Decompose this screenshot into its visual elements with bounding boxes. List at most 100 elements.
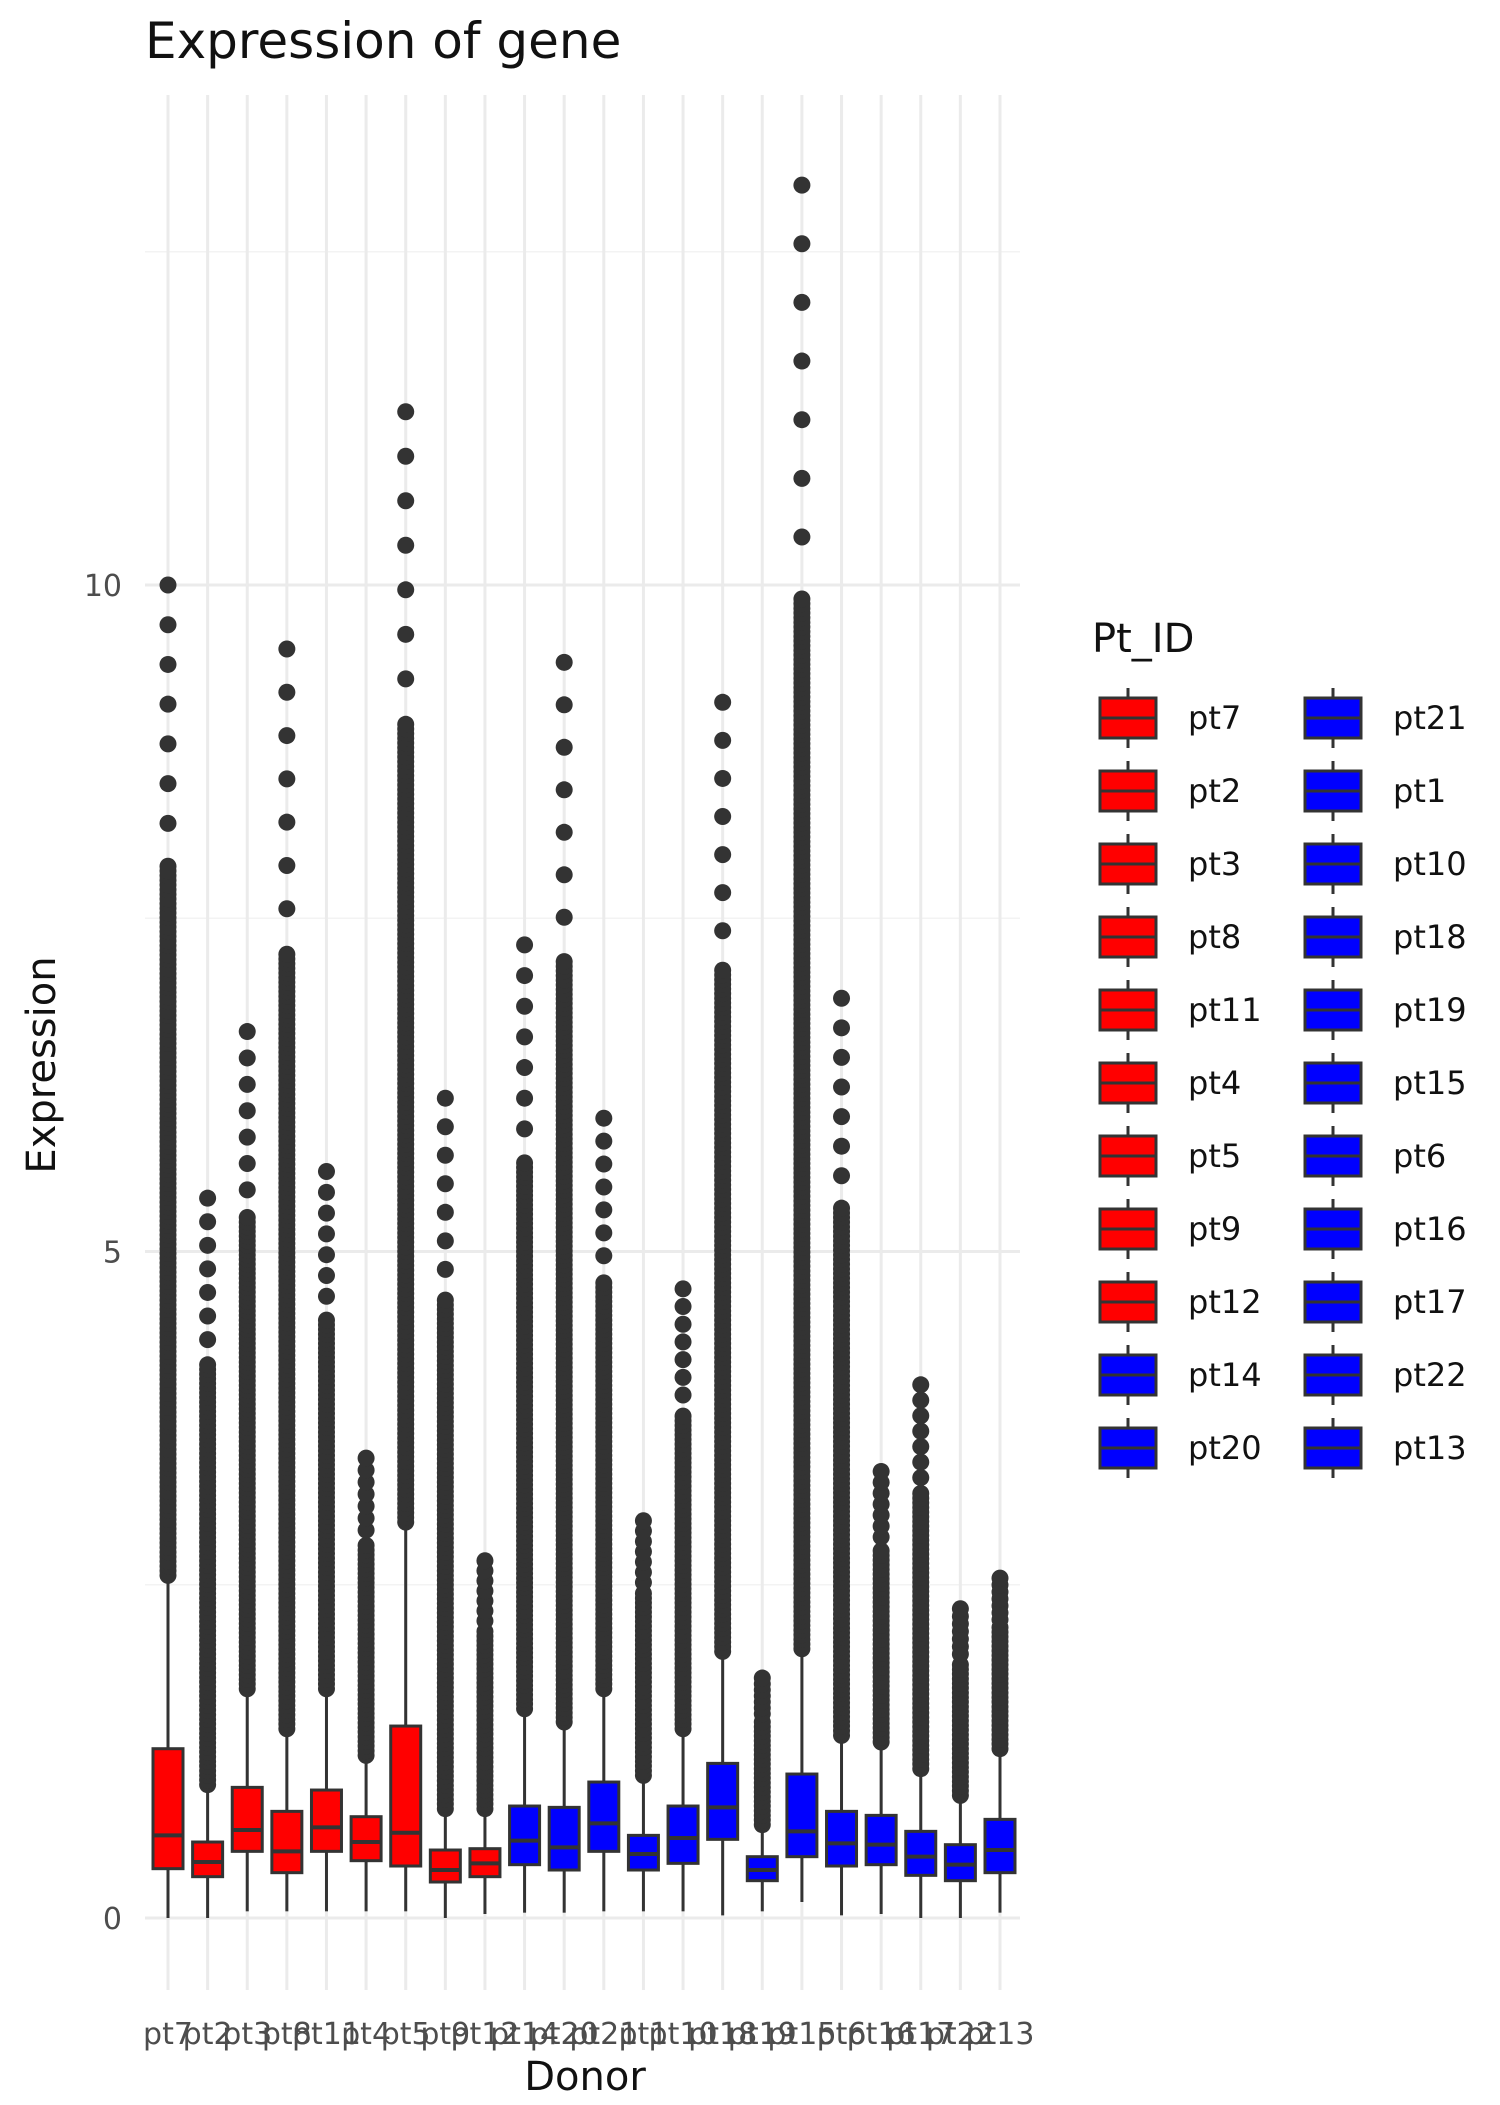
outlier-point [278, 683, 296, 701]
outlier-point [555, 823, 573, 841]
outlier-point [912, 1422, 930, 1440]
outlier-point [912, 1469, 930, 1487]
outlier-point [555, 908, 573, 926]
legend: Pt_ID pt7pt2pt3pt8pt11pt4pt5pt9pt12pt14p… [1092, 616, 1467, 1478]
outlier-point [199, 1213, 217, 1231]
legend-item-pt3: pt3 [1098, 834, 1241, 894]
outlier-point [793, 352, 811, 370]
box-pt10 [666, 1280, 700, 1912]
outlier-point [436, 1232, 454, 1250]
outlier-point [912, 1453, 930, 1471]
legend-item-pt17: pt17 [1303, 1272, 1467, 1332]
y-tick-label: 5 [103, 1236, 122, 1271]
box-body [666, 1804, 700, 1865]
box-body [983, 1817, 1017, 1875]
outlier-point [793, 235, 811, 253]
legend-item-pt7: pt7 [1098, 688, 1241, 748]
box-pt2 [191, 1189, 225, 1918]
outlier-point [238, 1181, 256, 1199]
outlier-point [595, 1132, 613, 1150]
legend-item-pt21: pt21 [1303, 688, 1467, 748]
outlier-point [793, 176, 811, 194]
box-pt19 [745, 1669, 779, 1912]
x-tick-label: pt14 [490, 2017, 559, 2052]
outlier-point [278, 770, 296, 788]
legend-item-pt20: pt20 [1098, 1418, 1262, 1478]
legend-item-pt15: pt15 [1303, 1053, 1467, 1113]
box-body [230, 1785, 264, 1853]
outlier-point [714, 884, 732, 902]
outlier-point [674, 1333, 692, 1351]
legend-label: pt17 [1393, 1283, 1467, 1321]
box-body [547, 1805, 581, 1872]
outlier-point [357, 1449, 375, 1467]
box-pt5 [389, 403, 423, 1912]
outlier-point [793, 590, 811, 608]
outlier-point [199, 1356, 217, 1374]
outlier-point [436, 1260, 454, 1278]
outlier-point [238, 1128, 256, 1146]
outlier-point [595, 1178, 613, 1196]
outlier-point [516, 936, 534, 954]
x-tick-label: pt7 [143, 2017, 193, 2052]
legend-items: pt7 pt2 pt3 pt8 pt11 pt4 pt5 pt9 pt12 pt14 pt20 pt2… [1098, 688, 1467, 1478]
outlier-point [555, 953, 573, 971]
outlier-point [912, 1484, 930, 1502]
legend-label: pt12 [1188, 1283, 1262, 1321]
box-body [904, 1829, 938, 1877]
legend-label: pt7 [1188, 699, 1241, 737]
legend-label: pt2 [1188, 772, 1241, 810]
box-pt9 [428, 1089, 462, 1918]
box-pt11 [309, 1163, 343, 1912]
legend-item-pt19: pt19 [1303, 980, 1467, 1040]
outlier-point [872, 1542, 890, 1560]
outlier-point [317, 1183, 335, 1201]
outlier-point [357, 1509, 375, 1527]
legend-label: pt13 [1393, 1429, 1467, 1467]
legend-label: pt15 [1393, 1064, 1467, 1102]
box-body [825, 1809, 859, 1868]
box-body [587, 1780, 621, 1853]
outlier-point [278, 856, 296, 874]
legend-item-pt4: pt4 [1098, 1053, 1241, 1113]
x-tick-label: pt8 [262, 2017, 312, 2052]
outlier-point [674, 1315, 692, 1333]
x-tick-label: pt4 [341, 2017, 391, 2052]
legend-item-pt13: pt13 [1303, 1418, 1467, 1478]
legend-label: pt8 [1188, 918, 1241, 956]
outlier-point [357, 1497, 375, 1515]
outlier-point [793, 411, 811, 429]
outlier-point [674, 1386, 692, 1404]
box-pt15 [785, 176, 819, 1903]
outlier-point [674, 1368, 692, 1386]
outlier-point [793, 528, 811, 546]
outlier-point [833, 1199, 851, 1217]
box-body [191, 1840, 225, 1879]
outlier-point [317, 1266, 335, 1284]
outlier-point [912, 1391, 930, 1409]
legend-title: Pt_ID [1092, 616, 1194, 662]
box-pt18 [706, 693, 740, 1916]
legend-label: pt14 [1188, 1356, 1262, 1394]
outlier-point [317, 1311, 335, 1329]
legend-item-pt11: pt11 [1098, 980, 1262, 1040]
outlier-point [238, 1102, 256, 1120]
x-tick-label: pt20 [530, 2017, 599, 2052]
legend-label: pt6 [1393, 1137, 1446, 1175]
outlier-point [436, 1175, 454, 1193]
outlier-point [436, 1291, 454, 1309]
outlier-point [357, 1485, 375, 1503]
outlier-point [714, 808, 732, 826]
outlier-point [595, 1224, 613, 1242]
box-body [428, 1848, 462, 1884]
outlier-point [714, 961, 732, 979]
legend-item-pt1: pt1 [1303, 761, 1446, 821]
outlier-point [199, 1307, 217, 1325]
outlier-point [317, 1287, 335, 1305]
legend-label: pt10 [1393, 845, 1467, 883]
box-body [349, 1815, 383, 1863]
outlier-point [595, 1201, 613, 1219]
legend-item-pt2: pt2 [1098, 761, 1241, 821]
legend-item-pt8: pt8 [1098, 907, 1241, 967]
